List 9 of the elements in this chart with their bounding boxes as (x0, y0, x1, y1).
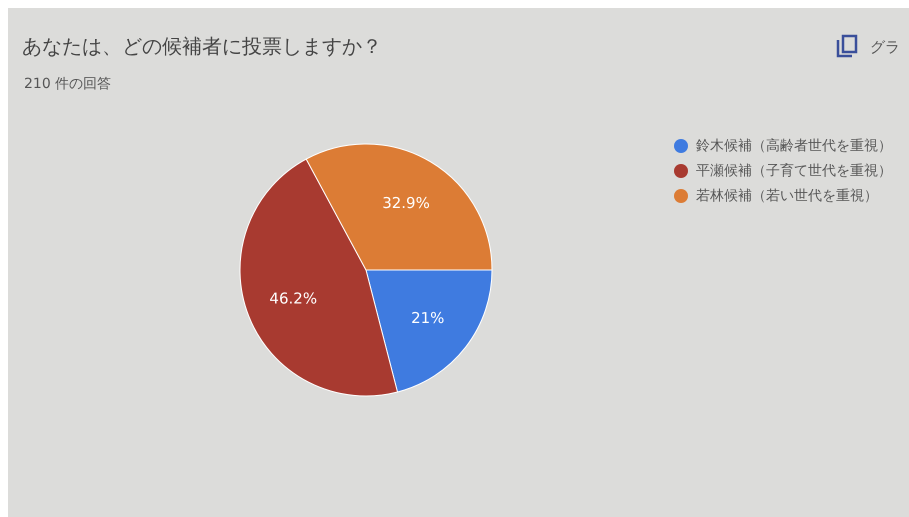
data-label: 46.2% (269, 290, 318, 308)
legend-label: 若林候補（若い世代を重視） (696, 188, 878, 204)
text: グラ (870, 38, 900, 56)
chart-title: あなたは、どの候補者に投票しますか？ (22, 34, 382, 58)
legend-label: 平瀬候補（子育て世代を重視） (696, 162, 892, 179)
text: 210 件の回答 (24, 76, 112, 92)
legend-label: 鈴木候補（高齢者世代を重視） (696, 138, 892, 154)
data-label: 32.9% (382, 194, 430, 212)
data-label: 21% (411, 308, 444, 327)
